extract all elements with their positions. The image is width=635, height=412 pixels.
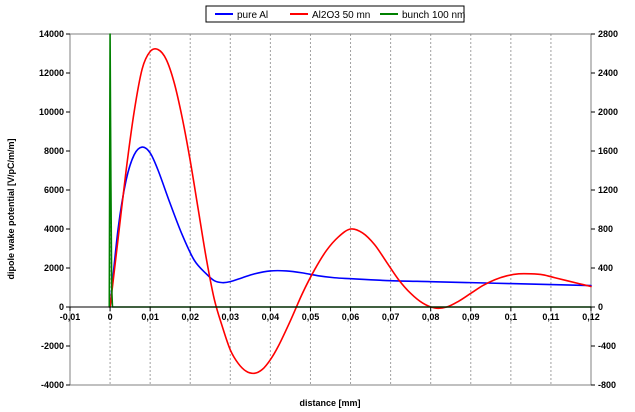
x-tick-label: 0,07 [382, 312, 400, 322]
y2-tick-label: 1200 [598, 185, 618, 195]
y2-tick-label: 400 [598, 263, 613, 273]
x-tick-label: 0,08 [422, 312, 440, 322]
y-tick-label: 10000 [39, 107, 64, 117]
series-line-1 [109, 146, 592, 308]
legend-label: Al2O3 50 mn [312, 10, 370, 21]
axes: -0,01 0 0,01 0,02 0,03 0,04 0,05 0,06 0,07 0,08 0,… [39, 29, 618, 390]
y-tick-label: -4000 [41, 380, 64, 390]
x-tick-label: 0,05 [302, 312, 320, 322]
x-axis-title: distance [mm] [299, 398, 360, 408]
y2-tick-label: -400 [598, 341, 616, 351]
y2-tick-label: 800 [598, 224, 613, 234]
x-tick-label: 0,04 [262, 312, 280, 322]
legend-label: bunch 100 nm [402, 10, 465, 21]
x-tick-label: 0 [108, 312, 113, 322]
y2-tick-label: 2800 [598, 29, 618, 39]
y2-tick-label: 0 [598, 302, 603, 312]
x-tick-label: 0,1 [505, 312, 518, 322]
y2-tick-label: 2400 [598, 68, 618, 78]
y-tick-label: 2000 [44, 263, 64, 273]
y-tick-label: 6000 [44, 185, 64, 195]
legend-box [205, 5, 465, 23]
grid [109, 34, 552, 385]
y-tick-label: 12000 [39, 68, 64, 78]
x-tick-label: 0,03 [222, 312, 240, 322]
y2-tick-label: 1600 [598, 146, 618, 156]
y-tick-label: 14000 [39, 29, 64, 39]
legend-label: pure Al [237, 10, 268, 21]
plot-area [69, 33, 592, 386]
y2-tick-label: 2000 [598, 107, 618, 117]
y-tick-label: 8000 [44, 146, 64, 156]
legend: pure Al Al2O3 50 mn bunch 100 nm [205, 5, 465, 23]
y-tick-label: -2000 [41, 341, 64, 351]
x-tick-label: 0,11 [542, 312, 559, 322]
y-tick-label: 0 [59, 302, 64, 312]
x-tick-label: 0,09 [462, 312, 480, 322]
x-tick-label: 0,12 [582, 312, 600, 322]
series-line-2 [109, 47, 592, 375]
y-tick-label: 4000 [44, 224, 64, 234]
x-tick-label: 0,01 [141, 312, 159, 322]
x-tick-label: -0,01 [60, 312, 81, 322]
y2-tick-label: -800 [598, 380, 616, 390]
x-tick-label: 0,06 [342, 312, 360, 322]
y-axis-title: dipole wake potential [V/pC/m/m] [6, 138, 16, 279]
x-tick-label: 0,02 [181, 312, 199, 322]
